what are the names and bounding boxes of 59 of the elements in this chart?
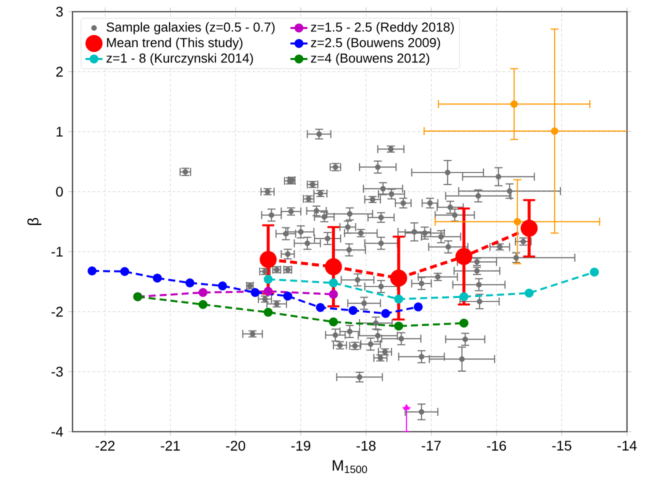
y-tick-label: -1 bbox=[52, 246, 63, 257]
x-tick-label: -14 bbox=[618, 440, 637, 450]
point bbox=[514, 218, 522, 226]
point bbox=[590, 268, 599, 277]
point bbox=[328, 278, 338, 288]
y-tick-label: 1 bbox=[56, 126, 63, 137]
point bbox=[316, 303, 325, 312]
point bbox=[264, 286, 273, 296]
legend-label: z=4 (Bouwens 2012) bbox=[310, 53, 430, 66]
x-tick-label: -19 bbox=[291, 440, 310, 451]
x-tick-label: -16 bbox=[487, 440, 506, 451]
point bbox=[550, 127, 558, 135]
point bbox=[260, 251, 277, 268]
point bbox=[88, 266, 97, 276]
point bbox=[381, 309, 390, 318]
point bbox=[510, 100, 518, 108]
point bbox=[152, 274, 162, 283]
point bbox=[198, 300, 208, 309]
point bbox=[524, 288, 534, 298]
y-tick-label: -3 bbox=[52, 366, 63, 377]
y-tick-label: -4 bbox=[52, 426, 63, 437]
point bbox=[520, 220, 538, 237]
x-tick-label: -22 bbox=[96, 440, 115, 451]
legend-label: z=1 - 8 (Kurczynski 2014) bbox=[106, 53, 253, 66]
point bbox=[250, 288, 260, 297]
point bbox=[324, 258, 342, 276]
point bbox=[394, 294, 404, 304]
point bbox=[120, 267, 130, 276]
point bbox=[403, 404, 410, 410]
y-axis-title: β bbox=[27, 218, 42, 225]
point bbox=[328, 290, 338, 299]
point bbox=[455, 248, 472, 265]
y-tick-label: 3 bbox=[56, 6, 63, 17]
x-tick-label: -17 bbox=[422, 440, 441, 450]
y-tick-label: 0 bbox=[56, 186, 63, 197]
point bbox=[264, 274, 273, 284]
legend-label: z=1.5 - 2.5 (Reddy 2018) bbox=[310, 22, 454, 34]
x-tick-label: -20 bbox=[226, 440, 246, 451]
legend-label: z=2.5 (Bouwens 2009) bbox=[310, 38, 440, 50]
point bbox=[390, 270, 408, 287]
y-tick-label: 2 bbox=[56, 66, 63, 77]
x-axis-title: M$_{1500}$ bbox=[332, 460, 367, 474]
x-tick-label: -18 bbox=[356, 440, 376, 451]
point bbox=[459, 292, 468, 302]
point bbox=[348, 306, 358, 315]
point bbox=[185, 278, 194, 288]
point bbox=[394, 322, 404, 331]
legend-label: Sample galaxies (z=0.5 - 0.7) bbox=[106, 22, 275, 34]
point bbox=[264, 308, 273, 317]
point bbox=[198, 288, 208, 297]
legend-label: Mean trend (This study) bbox=[107, 38, 242, 50]
point bbox=[283, 292, 292, 301]
point bbox=[328, 317, 338, 326]
point bbox=[414, 302, 423, 312]
point bbox=[218, 281, 228, 290]
x-tick-label: -15 bbox=[552, 440, 572, 451]
y-tick-label: -2 bbox=[52, 306, 63, 317]
point bbox=[459, 318, 468, 328]
x-tick-label: -21 bbox=[160, 440, 180, 451]
